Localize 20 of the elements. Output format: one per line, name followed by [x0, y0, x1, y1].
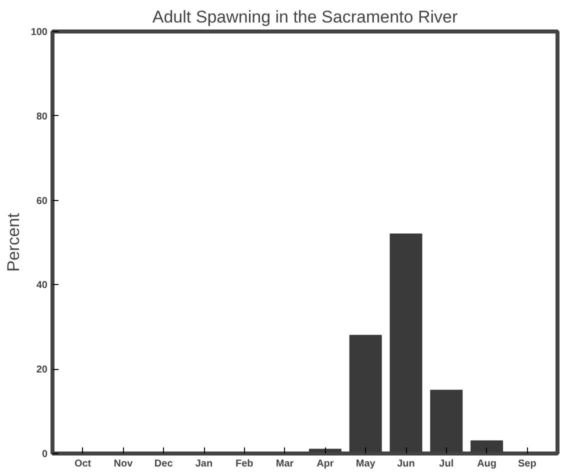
y-tick-label: 20 [36, 364, 48, 376]
x-tick-label: Dec [154, 458, 174, 470]
x-tick-label: Jul [439, 458, 454, 470]
x-tick-label: Apr [316, 458, 334, 470]
y-tick-label: 80 [36, 111, 48, 122]
x-tick-label: Oct [74, 458, 92, 470]
x-tick-label: Sep [518, 458, 536, 470]
y-tick-label: 100 [30, 27, 48, 38]
y-tick-label: 60 [36, 196, 48, 207]
x-tick-label: Aug [477, 458, 497, 470]
chart-title: Adult Spawning in the Sacramento River [152, 8, 458, 26]
y-axis-title: Percent [4, 212, 23, 272]
y-tick-label: 0 [42, 449, 48, 460]
x-tick-label: Mar [276, 458, 294, 470]
x-tick-label: Nov [114, 458, 134, 470]
x-tick-label: May [356, 458, 376, 470]
x-tick-label: Jan [195, 458, 213, 470]
x-tick-label: Feb [236, 458, 254, 470]
y-tick-label: 40 [36, 280, 48, 292]
x-tick-label: Jun [397, 458, 415, 470]
